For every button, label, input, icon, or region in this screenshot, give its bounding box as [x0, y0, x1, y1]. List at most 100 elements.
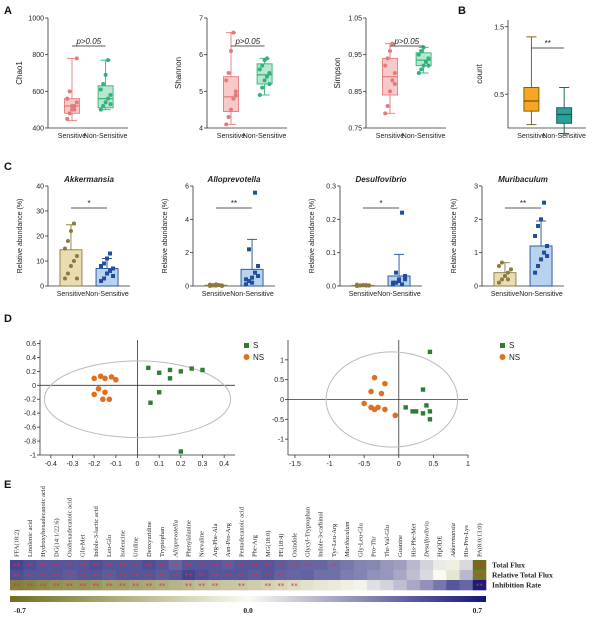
heatmap-significance-star: **	[92, 562, 100, 570]
pca1-ytick-label: -0.2	[24, 397, 36, 404]
pca1-point-s	[156, 390, 162, 395]
heatmap-significance-star: **	[26, 572, 34, 580]
pca1-xtick-label: 0.4	[219, 461, 229, 468]
muribaculum-point	[542, 200, 547, 205]
heatmap-cell	[459, 570, 474, 581]
heatmap-column-label: Asn-Pro-Arg	[225, 522, 232, 557]
pca1-xtick-label: -0.1	[110, 461, 122, 468]
heatmap-cell	[23, 570, 37, 581]
heatmap-significance-star: **	[278, 572, 286, 580]
heatmap-column-label: Akkermansia	[450, 523, 457, 558]
chao1-point	[106, 96, 110, 101]
alloprevotella-point	[256, 274, 261, 278]
pca1-ytick-label: -0.4	[24, 411, 36, 418]
heatmap-cell	[446, 570, 460, 581]
pca1-legend-ns-marker	[243, 354, 250, 360]
shannon-ytick-label: 7	[199, 16, 203, 23]
heatmap-cell	[168, 560, 183, 571]
heatmap-column-label: Tryptophan	[159, 526, 166, 557]
simpson-xtick-label: Sensitive	[376, 133, 405, 140]
shannon-xtick-label: Non-Sensitive	[243, 133, 287, 140]
akkermansia-point	[111, 274, 116, 278]
chao1-point	[106, 58, 110, 63]
pca1-point-ns	[100, 396, 106, 403]
heatmap-cell	[393, 580, 407, 591]
heatmap-column-label: Isoleucine	[119, 530, 126, 557]
desulfovibrio-point	[357, 283, 362, 288]
heatmap-cell	[221, 580, 236, 591]
shannon-point	[233, 93, 238, 97]
akkermansia-point	[102, 276, 107, 281]
heatmap-cell	[10, 570, 24, 581]
shannon-significance: p>0.05	[234, 37, 260, 46]
shannon-point	[267, 71, 272, 75]
panel-label-c: C	[4, 161, 12, 173]
heatmap-significance-star: **	[13, 562, 21, 570]
akkermansia-ytick-label: 40	[36, 184, 44, 191]
pca2-confidence-ellipse	[325, 351, 459, 448]
simpson-point	[383, 111, 388, 116]
heatmap-cell	[234, 580, 249, 591]
simpson-ytick-label: 0.95	[348, 52, 362, 59]
heatmap-significance-star: **	[330, 562, 338, 570]
pca2-xtick-label: -1	[326, 461, 332, 468]
shannon-point	[262, 78, 267, 83]
heatmap-significance-star: **	[132, 562, 140, 570]
desulfovibrio-ytick-label: 0.2	[326, 217, 336, 224]
pca1-point-ns	[102, 389, 108, 396]
heatmap-cell	[49, 570, 64, 581]
shannon-point	[229, 49, 233, 53]
count-box	[523, 87, 540, 112]
shannon-point	[260, 85, 265, 90]
heatmap-significance-star: **	[119, 562, 127, 570]
heatmap-significance-star: **	[251, 562, 259, 570]
akkermansia-ytick-label: 30	[36, 209, 44, 216]
heatmap-significance-star: **	[238, 562, 246, 570]
panel-label-a: A	[4, 5, 12, 17]
alloprevotella-point	[253, 190, 258, 195]
pca2-point-s	[427, 409, 433, 414]
alloprevotella-point	[216, 283, 221, 287]
heatmap-cell	[221, 560, 236, 571]
chao1-ytick-label: 600	[32, 89, 44, 96]
heatmap-cell	[221, 570, 236, 581]
muribaculum-point	[539, 217, 544, 222]
count-ytick-label: 0.5	[494, 92, 504, 99]
akkermansia-xtick-label: Non-Sensitive	[85, 291, 129, 298]
heatmap-cell	[102, 570, 117, 581]
alloprevotella-point	[210, 283, 215, 288]
heatmap-significance-star: **	[476, 572, 484, 580]
heatmap-column-label: Phe-Arg	[252, 534, 259, 557]
akkermansia-ylabel: Relative abundance (%)	[17, 199, 24, 274]
pca1-xtick-label: -0.3	[66, 461, 78, 468]
pca2-point-s	[424, 403, 429, 408]
muribaculum-point	[496, 264, 501, 268]
alloprevotella-ytick-label: 6	[185, 184, 189, 191]
count-box	[556, 107, 573, 124]
heatmap-cell	[23, 580, 37, 591]
heatmap-cell	[446, 580, 460, 591]
heatmap-cell	[115, 560, 130, 571]
heatmap-significance-star: **	[211, 582, 219, 590]
chao1-ytick-label: 800	[32, 52, 44, 59]
muribaculum-point	[499, 260, 504, 265]
chao1-ytick-label: 1000	[28, 16, 44, 23]
heatmap-column-label: Muribaculum	[344, 521, 351, 558]
heatmap-cell	[248, 580, 262, 591]
heatmap-significance-star: **	[185, 582, 193, 590]
heatmap-cell	[142, 580, 156, 591]
desulfovibrio-point	[394, 270, 399, 275]
heatmap-cell	[234, 570, 249, 581]
simpson-ytick-label: 0.85	[348, 89, 362, 96]
chao1-point	[101, 104, 106, 108]
shannon-point	[260, 63, 265, 68]
heatmap-column-label: His-Pro-Lys	[463, 525, 470, 557]
heatmap-cell	[102, 560, 117, 571]
chao1-significance: p>0.05	[75, 37, 101, 46]
pca1-point-s	[178, 449, 184, 454]
simpson-point	[426, 56, 431, 61]
heatmap-cell	[327, 570, 341, 581]
pca1-point-s	[178, 369, 184, 374]
simpson-point	[426, 63, 431, 68]
desulfovibrio-point	[403, 277, 408, 282]
